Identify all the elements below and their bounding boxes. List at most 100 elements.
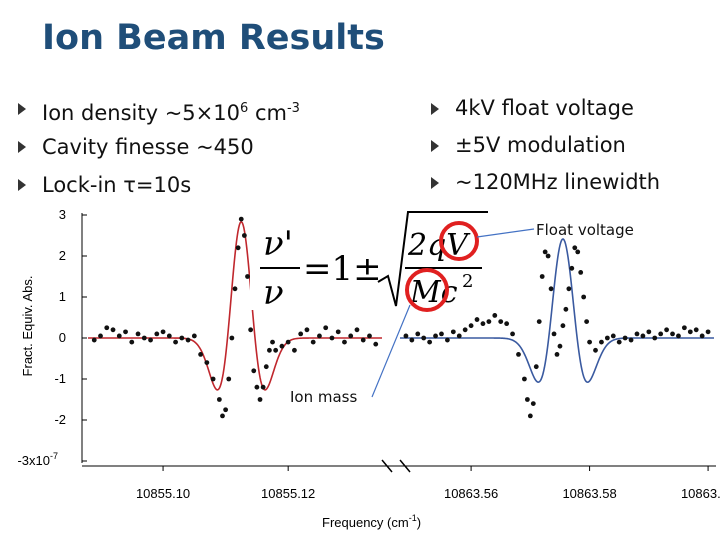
data-point bbox=[551, 331, 557, 337]
float-voltage-highlight-circle bbox=[439, 221, 479, 261]
data-point bbox=[563, 306, 569, 312]
data-point bbox=[129, 339, 135, 345]
x-tick-label: 10863.60 bbox=[681, 486, 720, 501]
bullet-arrow-icon bbox=[431, 103, 439, 115]
data-point bbox=[486, 319, 492, 324]
bullet-text: ~120MHz linewidth bbox=[455, 170, 661, 194]
bullet-text: cm bbox=[248, 101, 287, 125]
data-point bbox=[310, 339, 316, 345]
data-point bbox=[373, 341, 379, 347]
data-point bbox=[298, 331, 304, 337]
data-point bbox=[560, 323, 566, 329]
data-point bbox=[154, 331, 160, 337]
data-point bbox=[216, 397, 222, 402]
data-point bbox=[421, 335, 427, 341]
data-point bbox=[98, 333, 103, 339]
right-panel bbox=[400, 238, 714, 419]
y-axis-label: Fract. Equiv. Abs. bbox=[20, 276, 35, 377]
data-point bbox=[652, 335, 658, 341]
x-ticks: 10855.10 10855.12 10863.56 10863.58 10863.60 bbox=[136, 466, 720, 501]
data-point bbox=[166, 333, 172, 339]
data-point bbox=[254, 384, 260, 390]
data-point bbox=[554, 352, 560, 357]
data-point bbox=[427, 339, 433, 345]
ion-mass-leader-line bbox=[371, 304, 411, 398]
bullet-ion-density: Ion density ~5×106 cm-3 bbox=[12, 90, 300, 128]
equation-rhs: =1± bbox=[303, 249, 382, 289]
data-point bbox=[699, 333, 705, 339]
bullet-arrow-icon bbox=[18, 141, 26, 153]
data-point bbox=[527, 413, 533, 419]
bullet-float-voltage: 4kV float voltage bbox=[425, 90, 660, 127]
x-axis-label: Frequency (cm-1) bbox=[322, 513, 421, 530]
bullet-cavity-finesse: Cavity finesse ~450 bbox=[12, 128, 300, 166]
equation-lhs-den: ν bbox=[263, 273, 284, 313]
x-tick-label: 10855.12 bbox=[261, 486, 315, 501]
left-panel bbox=[88, 216, 382, 419]
y-tick-label: 2 bbox=[59, 248, 66, 263]
data-point bbox=[110, 327, 116, 333]
bullet-text: Lock-in τ=10s bbox=[42, 173, 192, 197]
data-point bbox=[354, 327, 360, 333]
data-point bbox=[241, 233, 247, 238]
data-point bbox=[664, 327, 670, 333]
data-point bbox=[229, 335, 235, 341]
bullet-arrow-icon bbox=[18, 179, 26, 191]
data-point bbox=[179, 335, 185, 341]
data-point bbox=[572, 245, 578, 251]
data-point bbox=[273, 347, 279, 353]
x-axis-label-suffix: ) bbox=[417, 515, 421, 530]
data-point bbox=[581, 294, 587, 300]
data-point bbox=[610, 333, 616, 339]
equation-rad-den: Mc bbox=[409, 275, 458, 310]
data-point bbox=[342, 339, 347, 345]
ion-mass-highlight-circle bbox=[405, 268, 449, 312]
data-point bbox=[693, 327, 699, 333]
data-point bbox=[232, 286, 238, 292]
data-point bbox=[640, 333, 646, 339]
x-axis-label-text: Frequency (cm bbox=[322, 515, 409, 530]
data-point bbox=[323, 325, 329, 331]
float-voltage-leader-line bbox=[476, 228, 535, 238]
data-point bbox=[542, 249, 548, 255]
data-point bbox=[566, 286, 572, 292]
data-point bbox=[251, 368, 257, 374]
data-point bbox=[670, 331, 675, 337]
data-point bbox=[569, 265, 575, 271]
data-point bbox=[510, 331, 515, 337]
bullet-sup: -3 bbox=[286, 101, 300, 116]
ion-mass-annotation: Ion mass bbox=[290, 388, 357, 406]
data-point bbox=[681, 325, 687, 331]
right-fit-line bbox=[400, 238, 714, 384]
equation-rad-den-sup: 2 bbox=[462, 271, 473, 292]
bullet-text: ±5V modulation bbox=[455, 133, 626, 157]
data-point bbox=[248, 327, 254, 333]
left-bullet-list: Ion density ~5×106 cm-3 Cavity finesse ~… bbox=[12, 90, 300, 204]
data-point bbox=[530, 401, 536, 406]
data-point bbox=[522, 376, 527, 382]
data-point bbox=[628, 337, 634, 343]
y-tick-label: 0 bbox=[59, 330, 66, 345]
bullet-arrow-icon bbox=[18, 103, 26, 115]
data-point bbox=[593, 347, 598, 353]
data-point bbox=[524, 397, 530, 402]
data-point bbox=[367, 333, 372, 339]
data-point bbox=[329, 335, 335, 341]
equation-lhs-num: ν' bbox=[263, 224, 293, 264]
data-point bbox=[533, 364, 539, 370]
data-point bbox=[335, 329, 341, 335]
y-ticks: 3 2 1 0 -1 -2 -3x10-7 bbox=[17, 207, 87, 468]
data-point bbox=[91, 337, 97, 343]
data-point bbox=[116, 333, 122, 339]
data-point bbox=[123, 329, 128, 335]
equation: ν' ν =1± 2qV Mc 2 bbox=[250, 205, 490, 313]
y-scale-exponent: -7 bbox=[50, 451, 58, 461]
data-point bbox=[599, 339, 604, 345]
data-point bbox=[245, 274, 250, 279]
data-point bbox=[360, 337, 366, 343]
y-tick-label: 3 bbox=[59, 207, 66, 222]
data-point bbox=[578, 270, 584, 275]
data-point bbox=[468, 323, 474, 329]
bullet-text: 4kV float voltage bbox=[455, 96, 634, 120]
